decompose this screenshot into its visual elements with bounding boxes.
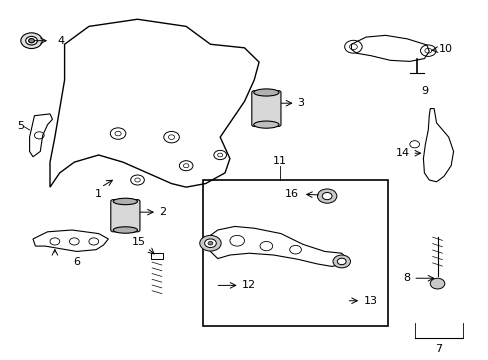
Circle shape xyxy=(322,193,331,200)
Text: 16: 16 xyxy=(285,189,298,199)
Ellipse shape xyxy=(253,121,279,128)
Text: 14: 14 xyxy=(395,148,409,158)
Text: 7: 7 xyxy=(434,344,442,354)
Text: 9: 9 xyxy=(420,86,427,96)
Text: 1: 1 xyxy=(95,189,102,199)
Text: 8: 8 xyxy=(403,273,410,283)
FancyBboxPatch shape xyxy=(251,91,281,126)
Ellipse shape xyxy=(113,198,137,204)
Text: 10: 10 xyxy=(438,44,452,54)
Circle shape xyxy=(337,258,346,265)
Circle shape xyxy=(29,39,34,43)
Text: 2: 2 xyxy=(159,207,166,217)
Text: 11: 11 xyxy=(272,156,286,166)
Circle shape xyxy=(317,189,336,203)
Text: 12: 12 xyxy=(242,280,256,291)
Text: 6: 6 xyxy=(73,257,80,267)
Circle shape xyxy=(429,278,444,289)
Text: 13: 13 xyxy=(363,296,377,306)
Bar xyxy=(151,253,163,259)
Text: 5: 5 xyxy=(17,121,24,131)
Circle shape xyxy=(207,242,212,245)
Circle shape xyxy=(204,239,216,248)
FancyBboxPatch shape xyxy=(111,200,140,232)
Ellipse shape xyxy=(113,227,137,233)
Circle shape xyxy=(332,255,350,268)
Bar xyxy=(203,180,387,327)
Circle shape xyxy=(26,36,37,45)
Ellipse shape xyxy=(253,89,279,96)
Circle shape xyxy=(200,235,221,251)
Text: 15: 15 xyxy=(132,237,146,247)
Text: 3: 3 xyxy=(296,98,304,108)
Text: 4: 4 xyxy=(57,36,64,46)
Circle shape xyxy=(21,33,42,49)
